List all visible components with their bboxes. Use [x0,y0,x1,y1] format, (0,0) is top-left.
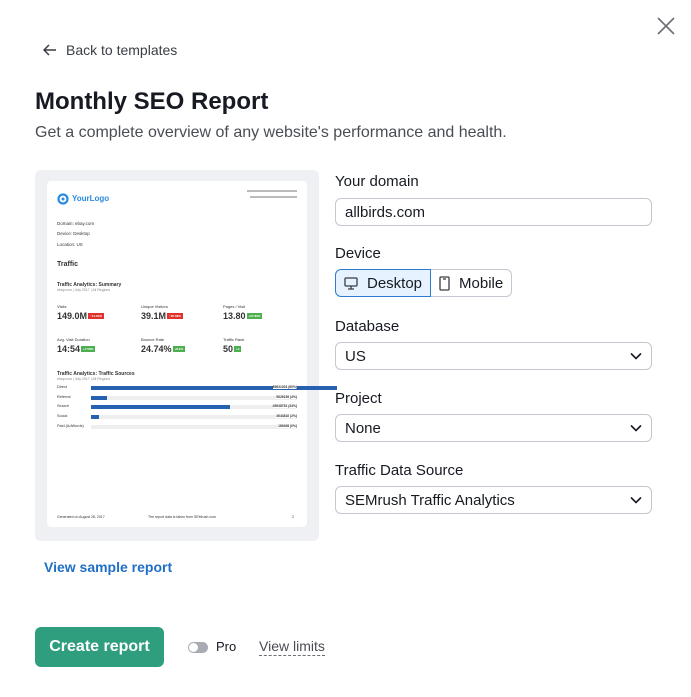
metric-value: 50 [223,344,234,354]
traffic-source-value: SEMrush Traffic Analytics [345,491,515,509]
metric-delta-badge: +4 [234,346,242,352]
metric-label: Traffic Rank [223,337,245,342]
metric-label: Visits [57,304,67,309]
source-label: Social [57,414,68,419]
metric-label: Bounce Rate [141,337,165,342]
database-select[interactable]: US [335,342,652,370]
close-icon[interactable] [654,14,678,38]
view-sample-report-link[interactable]: View sample report [44,559,173,575]
source-bar [91,405,231,410]
source-bar-track [91,386,337,390]
back-label: Back to templates [66,42,178,58]
metric-delta-badge: −20.58% [167,313,183,319]
source-value: 189408 (0%) [278,423,297,428]
footer-generated: Generated on August 28, 2017 [57,515,105,519]
metric-value: 39.1M [141,311,167,321]
source-bar [91,415,100,420]
source-bar [91,395,108,400]
desktop-icon [344,276,358,290]
source-label: Direct [57,385,67,389]
domain-input[interactable]: allbirds.com [335,198,652,226]
source-value: 89631303 (60%) [272,385,297,389]
pro-label: Pro [216,639,237,654]
domain-label: Your domain [335,173,419,190]
metric-delta-badge: +8.2% [172,346,186,352]
preview-location: Location: US [57,242,83,247]
source-value: 5628159 (4%) [276,394,297,399]
logo-icon [57,193,69,205]
address-line [247,190,297,192]
source-label: Referral [57,394,71,399]
address-line [250,196,297,198]
chevron-down-icon [630,352,642,360]
chevron-down-icon [630,424,642,432]
source-label: Paid (AdWords) [57,423,84,428]
project-label: Project [335,390,382,407]
source-bar-track [91,424,296,429]
page-subtitle: Get a complete overview of any website's… [35,124,507,141]
metric: 14:54 +7.58% [57,344,96,354]
mobile-icon [439,275,450,291]
metric-delta-badge: −14.61% [88,313,104,319]
source-value: 3643816 (2%) [276,414,297,419]
metric-delta-badge: +27.80% [246,313,263,319]
chevron-down-icon [630,496,642,504]
metric-value: 14:54 [57,344,81,354]
arrow-left-icon [43,44,56,56]
metric-label: Unique Visitors [141,304,168,309]
traffic-source-select[interactable]: SEMrush Traffic Analytics [335,486,652,514]
back-to-templates-link[interactable]: Back to templates [43,42,177,58]
metric-label: Pages / Visit [223,304,246,309]
metric: 149.0M −14.61% [57,311,104,321]
project-value: None [345,419,381,437]
footer-source: The report data is taken from SEMrush.co… [148,515,216,519]
preview-section: Traffic [57,261,79,268]
source-bar-track [91,405,296,410]
summary-sub: ebay.com | July 2017 | All Regions [57,288,111,292]
logo-text: YourLogo [72,194,110,203]
database-value: US [345,347,366,365]
source-bar [91,386,337,390]
mobile-label: Mobile [459,274,504,292]
metric-value: 149.0M [57,311,88,321]
summary-title: Traffic Analytics: Summary [57,282,122,288]
sources-sub: ebay.com | July 2017 | All Regions [57,377,111,381]
metric-value: 24.74% [141,344,172,354]
preview-domain: Domain: ebay.com [57,221,95,226]
source-bar-track [91,415,296,420]
metric: 39.1M −20.58% [141,311,183,321]
metric: 13.80 +27.80% [223,311,263,321]
source-label: Search [57,404,70,409]
project-select[interactable]: None [335,414,652,442]
device-label: Device [335,245,381,262]
sources-title: Traffic Analytics: Traffic Sources [57,371,135,377]
report-preview-page: YourLogo Domain: ebay.com Device: Deskto… [47,181,337,527]
report-preview: YourLogo Domain: ebay.com Device: Deskto… [35,170,337,541]
domain-value: allbirds.com [345,203,426,221]
device-mobile-button[interactable]: Mobile [431,269,513,297]
database-label: Database [335,318,400,335]
desktop-label: Desktop [367,274,423,292]
metric-value: 13.80 [223,311,246,321]
metric: 24.74% +8.2% [141,344,186,354]
footer-page-number: 2 [292,515,294,519]
page-title: Monthly SEO Report [35,88,269,115]
create-report-button[interactable]: Create report [35,627,164,667]
metric-label: Avg. Visit Duration [57,337,90,342]
metric: 50 +4 [223,344,242,354]
metric-delta-badge: +7.58% [81,346,96,352]
source-value: 49938752 (34%) [272,404,297,409]
preview-device: Device: Desktop [57,231,90,236]
view-limits-link[interactable]: View limits [259,638,325,656]
source-bar-track [91,395,296,400]
traffic-source-label: Traffic Data Source [335,462,464,479]
device-toggle: Desktop Mobile [335,269,513,297]
device-desktop-button[interactable]: Desktop [335,269,432,297]
pro-toggle[interactable] [188,642,208,653]
